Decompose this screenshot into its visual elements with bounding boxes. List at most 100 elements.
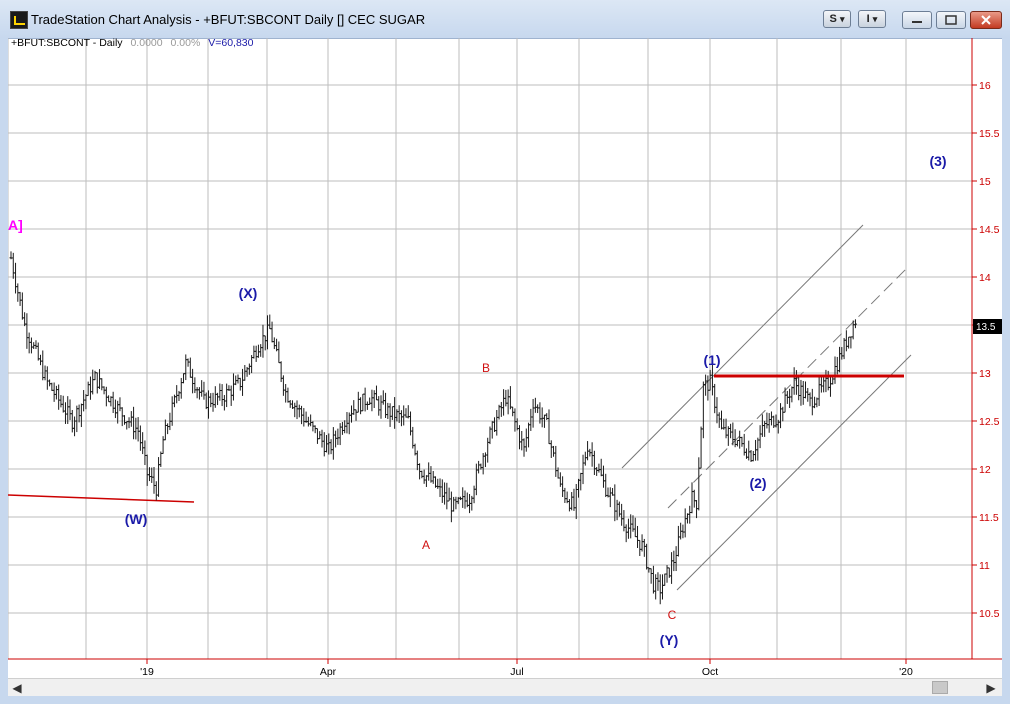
price-bar bbox=[794, 370, 798, 395]
price-bar bbox=[193, 377, 197, 394]
price-bar bbox=[454, 496, 458, 510]
price-bar bbox=[231, 373, 235, 401]
channel-line-upper[interactable] bbox=[621, 224, 864, 469]
price-bar bbox=[835, 356, 839, 375]
price-bar bbox=[409, 411, 413, 436]
scrollbar-thumb[interactable] bbox=[932, 681, 948, 694]
price-bar bbox=[636, 525, 640, 549]
price-bar bbox=[125, 421, 129, 430]
price-chart[interactable]: 10.5 11 11.5 12 12.5 13 13.5 14 14.5 15 15.5 16 '19… bbox=[8, 38, 1002, 680]
last-price-marker: 13.5 bbox=[973, 319, 1002, 334]
price-bar bbox=[540, 407, 544, 428]
price-bar bbox=[182, 373, 186, 384]
price-bar bbox=[758, 425, 762, 449]
price-bar bbox=[595, 467, 599, 476]
price-bar bbox=[295, 400, 299, 420]
price-bar bbox=[238, 377, 242, 391]
price-bar bbox=[520, 430, 524, 451]
window-frame-left bbox=[0, 38, 8, 704]
price-bar bbox=[77, 404, 81, 423]
price-bar bbox=[415, 450, 419, 471]
price-bar bbox=[220, 384, 224, 407]
price-bar bbox=[163, 419, 167, 441]
price-bar bbox=[683, 508, 687, 538]
price-bar bbox=[225, 383, 229, 408]
horizontal-scrollbar[interactable]: ◀ ▶ bbox=[8, 678, 1002, 697]
price-bar bbox=[195, 387, 199, 399]
price-bar bbox=[100, 378, 104, 391]
price-bar bbox=[75, 405, 79, 433]
price-bar bbox=[179, 377, 183, 399]
price-bar bbox=[354, 409, 358, 421]
price-bar bbox=[107, 395, 111, 403]
wave-label: A] bbox=[8, 217, 23, 233]
price-bar bbox=[306, 416, 310, 427]
price-bar bbox=[204, 392, 208, 410]
price-bar bbox=[597, 463, 601, 473]
price-bar bbox=[222, 395, 226, 411]
window-title: TradeStation Chart Analysis - +BFUT:SBCO… bbox=[31, 12, 426, 27]
price-bar bbox=[166, 423, 170, 435]
price-bar bbox=[320, 429, 324, 448]
price-bar bbox=[436, 478, 440, 489]
channel-line-mid-dashed[interactable] bbox=[667, 265, 910, 509]
scroll-left-icon[interactable]: ◀ bbox=[12, 681, 22, 695]
price-bar bbox=[477, 460, 481, 474]
price-bar bbox=[34, 340, 38, 350]
price-bar bbox=[549, 440, 553, 459]
price-bar bbox=[613, 484, 617, 522]
wave-label: (X) bbox=[239, 285, 258, 301]
price-bar bbox=[651, 565, 655, 594]
chart-header: +BFUT:SBCONT - Daily 0.0000 0.00% V=60,8… bbox=[11, 38, 254, 49]
price-bar bbox=[261, 324, 265, 358]
old-support-line[interactable] bbox=[8, 494, 195, 503]
price-bar bbox=[256, 344, 260, 358]
maximize-button[interactable] bbox=[936, 11, 966, 29]
price-bar bbox=[111, 391, 115, 414]
price-bar bbox=[109, 396, 113, 407]
price-bar bbox=[529, 408, 533, 431]
price-bar bbox=[363, 387, 367, 412]
chart-area[interactable]: 10.5 11 11.5 12 12.5 13 13.5 14 14.5 15 15.5 16 '19… bbox=[8, 38, 1002, 680]
price-bar bbox=[713, 383, 717, 414]
price-bar bbox=[810, 388, 814, 416]
price-bar bbox=[493, 417, 497, 432]
close-button[interactable] bbox=[970, 11, 1002, 29]
price-bar bbox=[279, 361, 283, 383]
price-bar bbox=[849, 336, 853, 349]
price-bar bbox=[340, 421, 344, 435]
price-bar bbox=[374, 385, 378, 401]
price-bar bbox=[322, 432, 326, 457]
price-bar bbox=[756, 437, 760, 461]
price-bar bbox=[517, 425, 521, 450]
price-bar bbox=[252, 345, 256, 359]
price-bar bbox=[590, 442, 594, 467]
price-bar bbox=[152, 466, 156, 494]
s-menu-button[interactable]: S ▾ bbox=[823, 10, 851, 28]
time-tick-label: '19 bbox=[140, 666, 154, 678]
scroll-right-icon[interactable]: ▶ bbox=[986, 681, 996, 695]
price-bar bbox=[781, 406, 785, 422]
price-bar bbox=[88, 376, 92, 400]
price-tick-label: 12.5 bbox=[979, 416, 1000, 428]
i-menu-button[interactable]: I ▾ bbox=[858, 10, 886, 28]
channel-line-lower[interactable] bbox=[676, 354, 912, 591]
price-bar bbox=[345, 412, 349, 434]
wave-label: C bbox=[668, 608, 677, 622]
price-bar bbox=[157, 457, 161, 497]
price-bar bbox=[386, 402, 390, 420]
price-bar bbox=[48, 379, 52, 387]
minimize-button[interactable] bbox=[902, 11, 932, 29]
title-bar: TradeStation Chart Analysis - +BFUT:SBCO… bbox=[0, 0, 1010, 39]
price-bar bbox=[844, 330, 848, 352]
wave-label: B bbox=[482, 361, 490, 375]
price-bar bbox=[717, 412, 721, 428]
price-bar bbox=[39, 354, 43, 366]
price-bar bbox=[670, 552, 674, 584]
price-bar bbox=[11, 252, 15, 279]
price-bar bbox=[334, 430, 338, 448]
price-bar bbox=[769, 411, 773, 426]
trend-channel[interactable] bbox=[621, 224, 912, 591]
chevron-down-icon: ▾ bbox=[872, 13, 878, 24]
price-bar bbox=[797, 376, 801, 401]
